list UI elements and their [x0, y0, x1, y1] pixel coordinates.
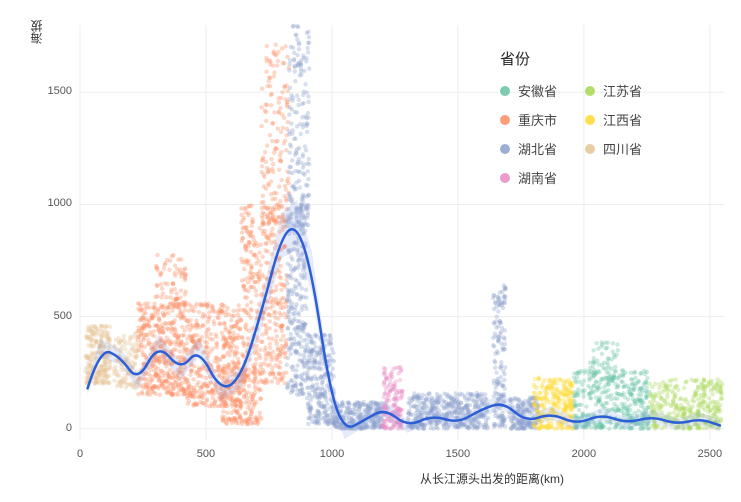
- legend-item[interactable]: 四川省: [585, 139, 642, 158]
- x-axis-title: 从长江源头出发的距离(km): [420, 470, 564, 487]
- y-tick-label: 500: [32, 310, 72, 322]
- legend-item[interactable]: 江西省: [585, 110, 642, 129]
- legend-item-label: 四川省: [603, 139, 642, 158]
- legend-item-label: 安徽省: [518, 81, 557, 100]
- legend-item-label: 江苏省: [603, 81, 642, 100]
- x-tick-label: 0: [77, 448, 83, 460]
- x-tick-label: 1000: [320, 448, 344, 460]
- legend-item[interactable]: 湖北省: [500, 139, 557, 158]
- elevation-scatter-chart: 海拔 从长江源头出发的距离(km) 0 500 1000 1500 0 500 1000 1…: [0, 0, 741, 502]
- legend-swatch-icon: [500, 115, 510, 125]
- legend-item[interactable]: 安徽省: [500, 81, 557, 100]
- y-tick-label: 0: [32, 422, 72, 434]
- y-axis-title: 海拔: [28, 20, 45, 44]
- legend-item-label: 重庆市: [518, 110, 557, 129]
- legend-item-label: 湖北省: [518, 139, 557, 158]
- legend: 省份 安徽省 江苏省重庆市 江西省湖北省 四川省湖南省: [500, 48, 642, 187]
- legend-swatch-icon: [500, 173, 510, 183]
- x-tick-label: 2500: [698, 448, 722, 460]
- legend-swatch-icon: [500, 144, 510, 154]
- legend-swatch-icon: [585, 115, 595, 125]
- legend-item[interactable]: 江苏省: [585, 81, 642, 100]
- legend-item-label: 湖南省: [518, 168, 557, 187]
- legend-item[interactable]: 重庆市: [500, 110, 557, 129]
- y-tick-label: 1500: [32, 85, 72, 97]
- y-tick-label: 1000: [32, 197, 72, 209]
- legend-swatch-icon: [585, 86, 595, 96]
- legend-title: 省份: [500, 48, 642, 69]
- legend-item[interactable]: 湖南省: [500, 168, 557, 187]
- legend-item-label: 江西省: [603, 110, 642, 129]
- x-tick-label: 2000: [572, 448, 596, 460]
- legend-swatch-icon: [500, 86, 510, 96]
- legend-swatch-icon: [585, 144, 595, 154]
- x-tick-label: 500: [197, 448, 215, 460]
- x-tick-label: 1500: [446, 448, 470, 460]
